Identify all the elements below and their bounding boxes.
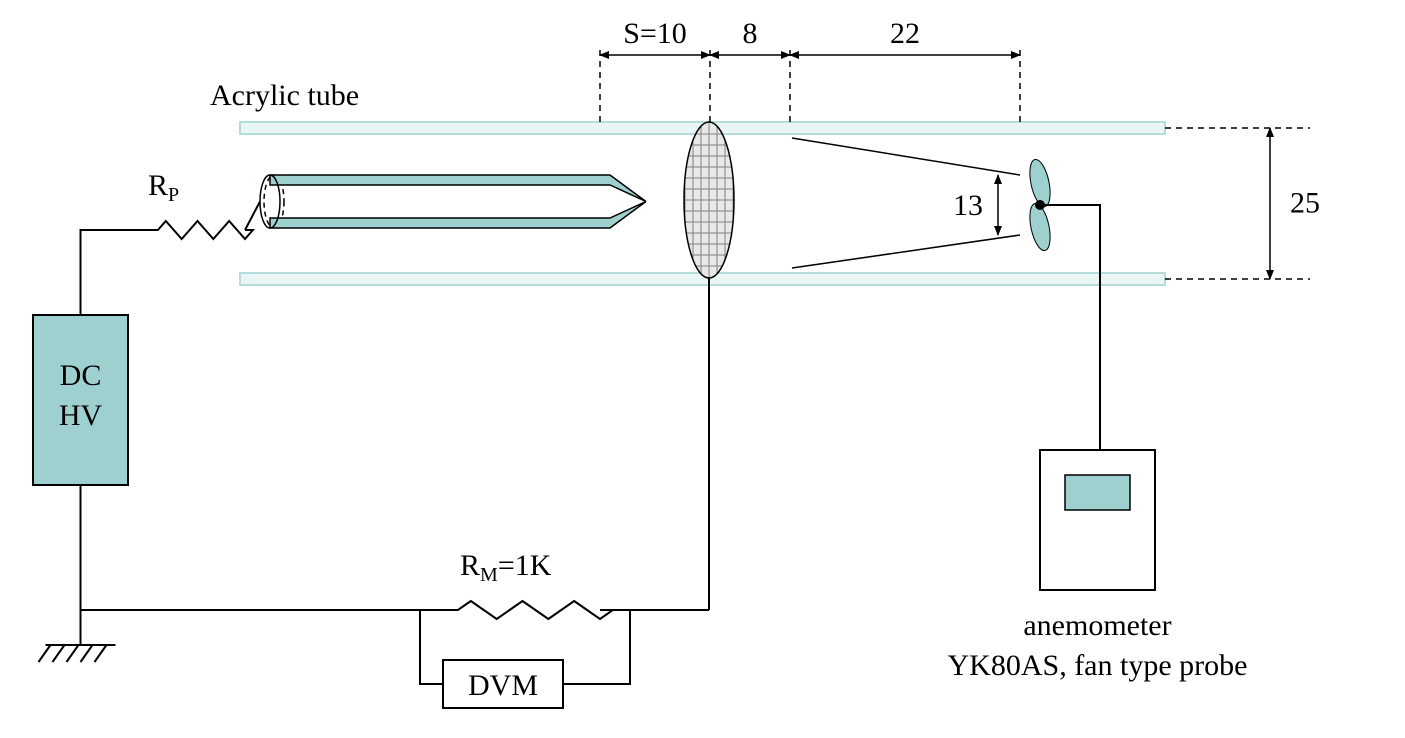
acrylic-tube-label: Acrylic tube (210, 79, 359, 112)
dim-13-label: 13 (953, 189, 983, 222)
rp-resistor (150, 221, 253, 239)
anemometer-label-1: anemometer (1023, 609, 1171, 642)
dim-25-label: 25 (1290, 187, 1320, 220)
dvm-wire-left (420, 610, 443, 684)
electrode-top (270, 175, 646, 202)
wire-rp-to-electrode (245, 202, 260, 231)
anemometer-screen (1065, 475, 1130, 510)
dim-label: 22 (890, 17, 920, 50)
dim-label: 8 (743, 17, 758, 50)
anemometer-label-2: YK80AS, fan type probe (948, 649, 1248, 682)
anemometer-box (1040, 450, 1155, 590)
rm-label: RM=1K (460, 549, 552, 586)
mesh-electrode (684, 122, 734, 278)
dvm-wire-right (563, 610, 630, 684)
dim-label: S=10 (623, 17, 687, 50)
inner-tube-top (792, 138, 1020, 175)
hv-label: HV (59, 399, 103, 432)
dc-label: DC (60, 359, 102, 392)
electrode-bottom (270, 202, 646, 229)
rm-resistor (445, 601, 613, 619)
rp-label: RP (148, 169, 179, 206)
inner-tube-bottom (792, 235, 1020, 268)
dvm-label: DVM (468, 669, 538, 702)
fan-wire (1045, 205, 1100, 450)
wire-dchv-to-rp (81, 230, 151, 315)
